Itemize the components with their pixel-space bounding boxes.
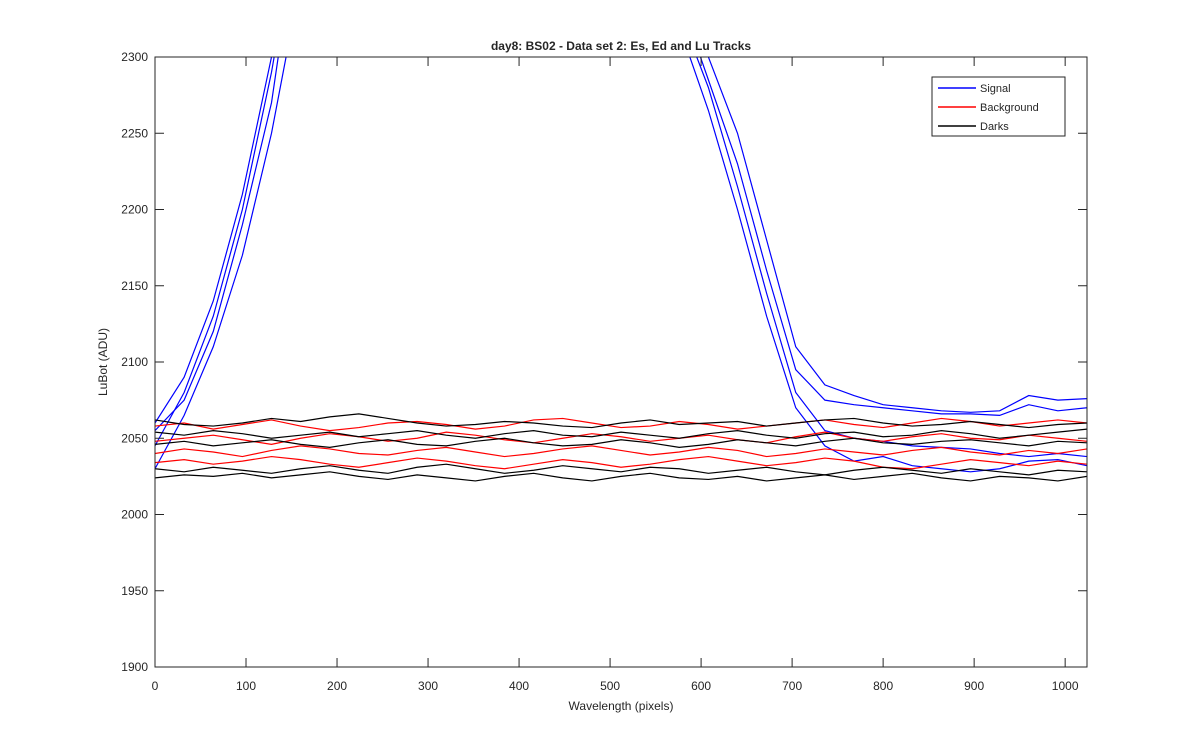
y-tick-label: 2000 [121, 508, 148, 522]
series-line [155, 57, 1087, 424]
y-tick-label: 1900 [121, 660, 148, 674]
x-tick-label: 800 [873, 679, 893, 693]
x-tick-label: 1000 [1052, 679, 1079, 693]
y-tick-label: 2150 [121, 279, 148, 293]
x-tick-label: 900 [964, 679, 984, 693]
x-tick-label: 600 [691, 679, 711, 693]
y-tick-label: 2100 [121, 355, 148, 369]
plot-area [155, 57, 1087, 667]
y-tick-label: 2050 [121, 431, 148, 445]
series-line [155, 57, 1087, 458]
series-line [155, 455, 1087, 470]
legend-label: Darks [980, 121, 1009, 133]
series-line [155, 431, 1087, 445]
legend-label: Signal [980, 83, 1011, 95]
x-tick-label: 200 [327, 679, 347, 693]
x-tick-label: 0 [152, 679, 159, 693]
series-line [155, 413, 1087, 429]
series-line [155, 445, 1087, 458]
x-tick-label: 400 [509, 679, 529, 693]
series-line [155, 57, 1087, 432]
chart-title: day8: BS02 - Data set 2: Es, Ed and Lu T… [491, 39, 751, 53]
y-tick-label: 2200 [121, 203, 148, 217]
series-line [155, 437, 1087, 449]
series-line [155, 471, 1087, 482]
lines [155, 57, 1087, 482]
y-tick-label: 2250 [121, 126, 148, 140]
x-tick-label: 700 [782, 679, 802, 693]
x-tick-label: 500 [600, 679, 620, 693]
x-tick-label: 300 [418, 679, 438, 693]
x-tick-label: 100 [236, 679, 256, 693]
y-tick-label: 2300 [121, 50, 148, 64]
y-tick-label: 1950 [121, 584, 148, 598]
series-line [155, 57, 1087, 473]
series-line [155, 428, 1087, 439]
series-line [155, 417, 1087, 432]
series-line [155, 463, 1087, 476]
y-axis-label: LuBot (ADU) [96, 328, 110, 396]
legend-label: Background [980, 102, 1039, 114]
x-axis-label: Wavelength (pixels) [569, 699, 674, 713]
